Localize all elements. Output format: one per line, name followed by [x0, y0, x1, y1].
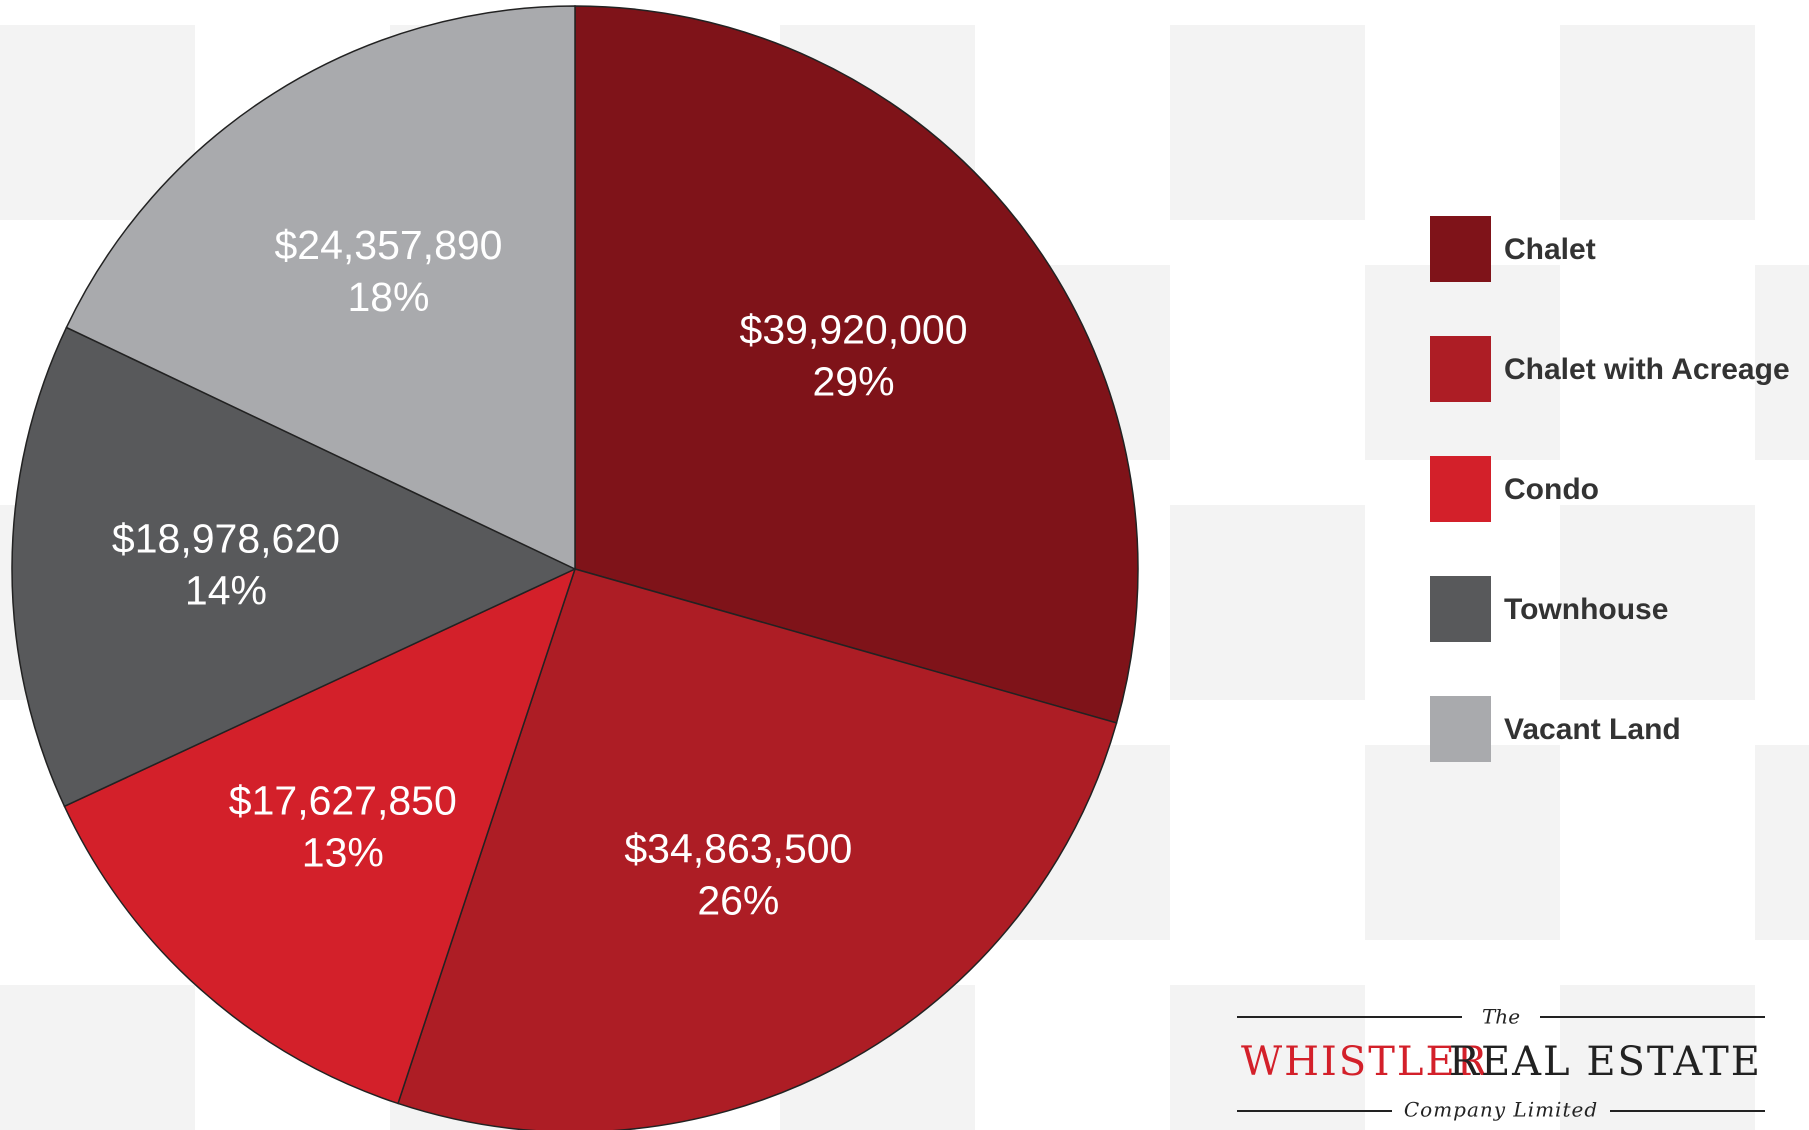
legend-swatch: [1430, 336, 1491, 402]
percent-label: 14%: [185, 567, 267, 613]
logo-tagline: Company Limited: [1404, 1098, 1598, 1122]
pie: $39,920,000 29% $34,863,500 26% $17,627,850 1…: [12, 6, 1138, 1130]
legend-label: Condo: [1504, 473, 1599, 506]
percent-label: 29%: [812, 358, 894, 404]
legend-swatch: [1430, 696, 1491, 762]
value-label: $34,863,500: [624, 825, 852, 871]
legend-swatch: [1430, 216, 1491, 282]
legend-label: Chalet: [1504, 233, 1596, 266]
percent-label: 18%: [347, 274, 429, 320]
legend-label: Vacant Land: [1504, 713, 1681, 746]
logo-name: REAL ESTATE: [1449, 1039, 1762, 1085]
logo-the: The: [1482, 1005, 1520, 1029]
legend-swatch: [1430, 456, 1491, 522]
chart: $39,920,000 29% $34,863,500 26% $17,627,850 1…: [0, 0, 1809, 1130]
percent-label: 26%: [697, 877, 779, 923]
value-label: $18,978,620: [112, 515, 340, 561]
value-label: $17,627,850: [229, 777, 457, 823]
legend-swatch: [1430, 576, 1491, 642]
legend-label: Chalet with Acreage: [1504, 353, 1790, 386]
value-label: $39,920,000: [740, 306, 968, 352]
legend-label: Townhouse: [1504, 593, 1668, 626]
value-label: $24,357,890: [274, 222, 502, 268]
percent-label: 13%: [302, 829, 384, 875]
